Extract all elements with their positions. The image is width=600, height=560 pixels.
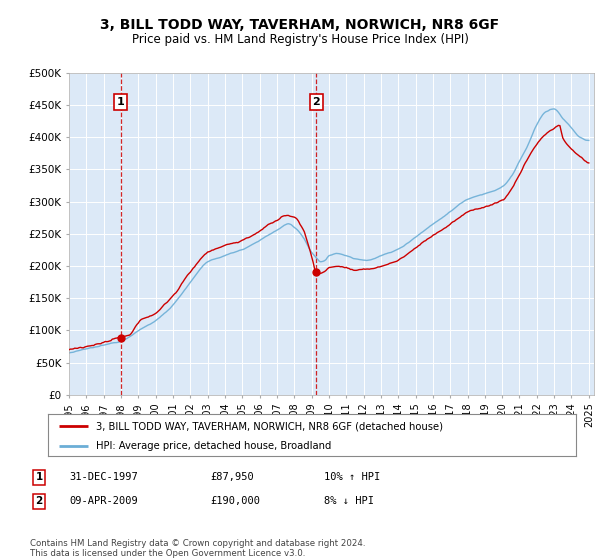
Text: 1: 1: [35, 472, 43, 482]
Text: 8% ↓ HPI: 8% ↓ HPI: [324, 496, 374, 506]
Text: 31-DEC-1997: 31-DEC-1997: [69, 472, 138, 482]
Text: Contains HM Land Registry data © Crown copyright and database right 2024.
This d: Contains HM Land Registry data © Crown c…: [30, 539, 365, 558]
Text: 09-APR-2009: 09-APR-2009: [69, 496, 138, 506]
Text: 3, BILL TODD WAY, TAVERHAM, NORWICH, NR8 6GF (detached house): 3, BILL TODD WAY, TAVERHAM, NORWICH, NR8…: [95, 421, 443, 431]
Text: £87,950: £87,950: [210, 472, 254, 482]
Text: HPI: Average price, detached house, Broadland: HPI: Average price, detached house, Broa…: [95, 441, 331, 451]
Text: £190,000: £190,000: [210, 496, 260, 506]
Text: 2: 2: [313, 97, 320, 107]
Text: 2: 2: [35, 496, 43, 506]
Text: 3, BILL TODD WAY, TAVERHAM, NORWICH, NR8 6GF: 3, BILL TODD WAY, TAVERHAM, NORWICH, NR8…: [100, 18, 500, 32]
Text: Price paid vs. HM Land Registry's House Price Index (HPI): Price paid vs. HM Land Registry's House …: [131, 32, 469, 46]
Text: 1: 1: [117, 97, 125, 107]
Text: 10% ↑ HPI: 10% ↑ HPI: [324, 472, 380, 482]
